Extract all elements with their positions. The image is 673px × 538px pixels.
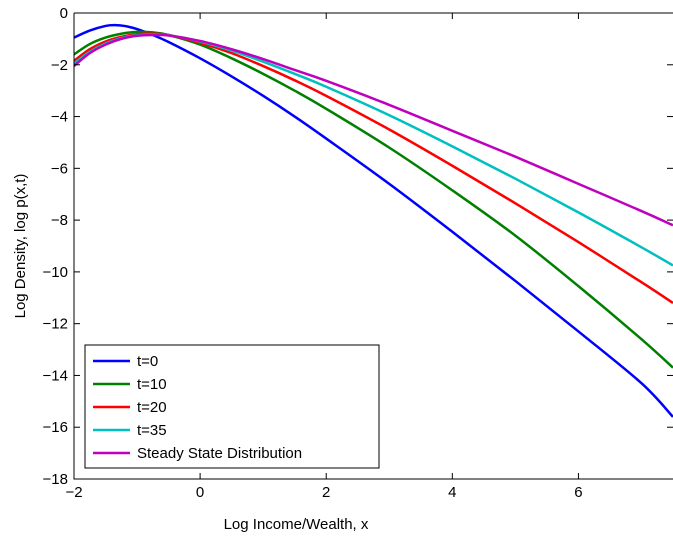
legend-label: t=35 — [137, 422, 167, 439]
y-axis-label: Log Density, log p(x,t) — [12, 174, 29, 319]
x-axis-label: Log Income/Wealth, x — [224, 516, 369, 533]
y-tick-label: −18 — [43, 471, 68, 488]
y-tick-label: 0 — [60, 5, 68, 22]
series-line — [74, 33, 673, 227]
y-tick-label: −14 — [43, 367, 68, 384]
legend-box — [84, 344, 380, 469]
legend: t=0 t=10 t=20 t=35 Steady State Distribution — [84, 344, 380, 469]
x-tick-label: 4 — [448, 484, 456, 501]
y-tick-label: −4 — [51, 109, 68, 126]
legend-label: t=20 — [137, 399, 167, 416]
x-tick-label: 6 — [574, 484, 582, 501]
x-tick-label: 2 — [322, 484, 330, 501]
series-line — [74, 23, 673, 418]
y-tick-label: −16 — [43, 419, 68, 436]
x-tick-label: −2 — [65, 484, 82, 501]
legend-label: t=10 — [137, 376, 167, 393]
y-tick-label: −6 — [51, 160, 68, 177]
y-tick-label: −12 — [43, 316, 68, 333]
legend-label: t=0 — [137, 353, 158, 370]
x-tick-label: 0 — [196, 484, 204, 501]
plot-frame — [73, 12, 673, 480]
y-tick-label: −10 — [43, 264, 68, 281]
y-tick-label: −2 — [51, 57, 68, 74]
series-layer — [74, 23, 673, 418]
legend-label: Steady State Distribution — [137, 445, 302, 462]
series-line — [74, 30, 673, 369]
y-tick-label: −8 — [51, 212, 68, 229]
